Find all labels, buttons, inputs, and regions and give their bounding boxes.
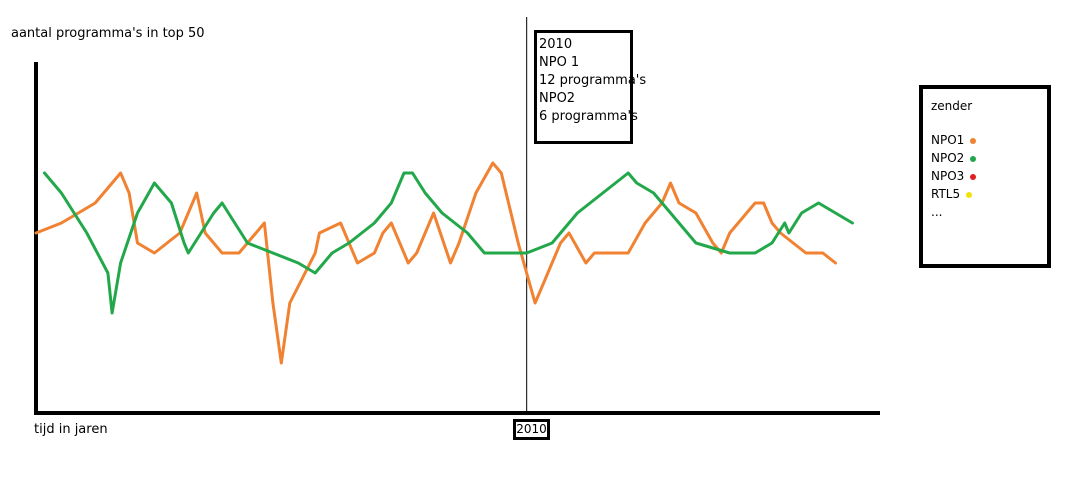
legend-label: NPO3 <box>931 169 965 183</box>
legend: zender NPO1 NPO2 NPO3 RTL5 ... <box>919 85 1051 268</box>
legend-item-npo2[interactable]: NPO2 <box>931 149 1039 167</box>
hover-tooltip: 2010 NPO 1 12 programma's NPO2 6 program… <box>534 30 647 144</box>
x-tick-label: 2010 <box>513 419 550 440</box>
legend-label: NPO1 <box>931 133 965 147</box>
legend-dot-icon <box>970 173 977 180</box>
tooltip-series-2: NPO2 <box>539 91 576 106</box>
tooltip-value-1: 12 programma's <box>539 73 647 88</box>
legend-label: NPO2 <box>931 151 965 165</box>
tooltip-series-1: NPO 1 <box>539 55 580 70</box>
tooltip-value-2: 6 programma's <box>539 109 638 124</box>
legend-item-npo3[interactable]: NPO3 <box>931 167 1039 185</box>
y-axis-label: aantal programma's in top 50 <box>11 26 205 41</box>
legend-label: ... <box>931 205 943 219</box>
series-line-npo2[interactable] <box>43 171 854 315</box>
legend-item-npo1[interactable]: NPO1 <box>931 131 1039 149</box>
x-axis-label: tijd in jaren <box>34 422 108 437</box>
legend-dot-icon <box>970 155 977 162</box>
tooltip-year: 2010 <box>539 37 573 52</box>
legend-item-more: ... <box>931 203 1039 221</box>
legend-dot-icon <box>966 191 973 198</box>
legend-title: zender <box>931 99 973 113</box>
legend-item-rtl5[interactable]: RTL5 <box>931 185 1039 203</box>
series-line-npo1[interactable] <box>34 161 837 365</box>
legend-dot-icon <box>970 137 977 144</box>
legend-label: RTL5 <box>931 187 961 201</box>
